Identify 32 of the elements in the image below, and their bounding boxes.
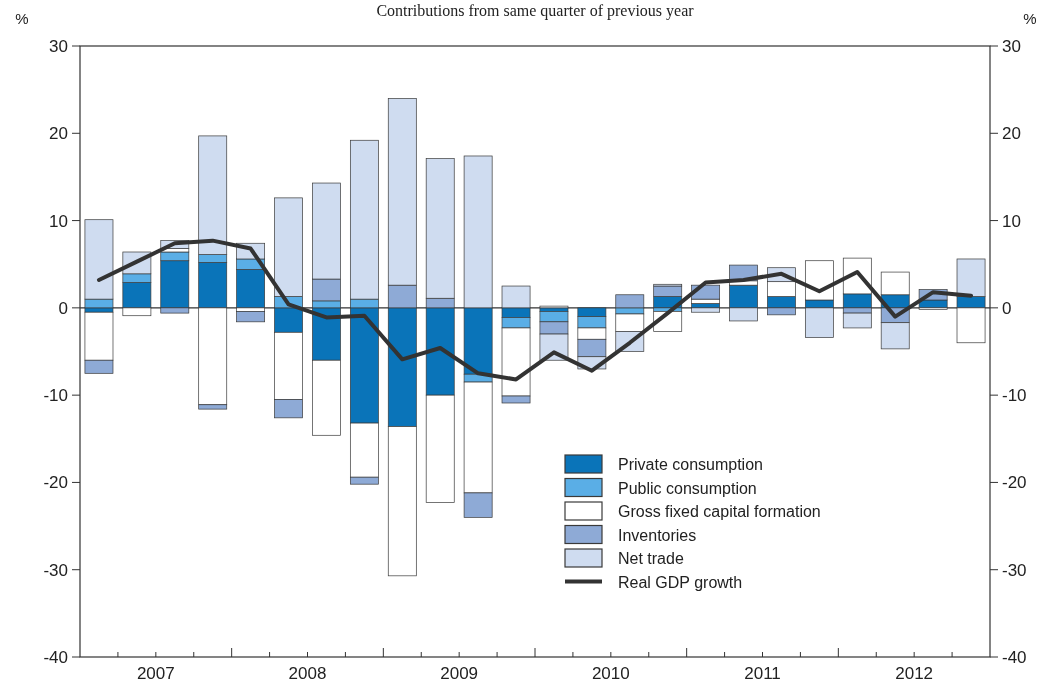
- y-tick-label: -40: [43, 648, 68, 667]
- y2-tick-label: 30: [1002, 37, 1021, 56]
- x-tick-label: 2010: [591, 664, 630, 683]
- chart-title: Contributions from same quarter of previous year: [376, 2, 695, 20]
- y-tick-label: -20: [43, 473, 68, 493]
- y-tick-label: 20: [49, 124, 68, 144]
- y-axis-title: %: [15, 10, 29, 27]
- y2-tick-label: -30: [1002, 560, 1027, 580]
- bar: [236, 311, 265, 323]
- y-tick-label: 30: [49, 37, 68, 56]
- x-tick-label: 2007: [136, 664, 175, 683]
- y2-tick-label: 0: [1002, 298, 1012, 318]
- legend-label: Real GDP growth: [618, 573, 743, 591]
- y2-tick-label: 10: [1002, 211, 1021, 231]
- y-tick-label: 10: [49, 211, 68, 231]
- y-tick-label: -30: [43, 560, 68, 580]
- y2-tick-label: 20: [1002, 124, 1021, 144]
- x-tick-label: 2008: [288, 664, 327, 683]
- y-tick-label: -10: [43, 386, 68, 406]
- x-tick-label: 2009: [440, 664, 479, 683]
- x-tick-label: 2012: [895, 664, 934, 683]
- y-tick-label: 0: [58, 298, 68, 318]
- y2-axis-title: %: [1023, 10, 1037, 27]
- y2-tick-label: -10: [1002, 386, 1027, 406]
- legend-label: Inventories: [618, 526, 697, 544]
- legend-label: Public consumption: [618, 479, 757, 497]
- y2-tick-label: -20: [1002, 473, 1027, 493]
- legend-label: Net trade: [618, 550, 684, 567]
- x-tick-label: 2011: [744, 664, 781, 683]
- y2-tick-label: -40: [1002, 648, 1027, 667]
- legend-label: Gross fixed capital formation: [618, 503, 821, 520]
- legend-label: Private consumption: [618, 456, 763, 473]
